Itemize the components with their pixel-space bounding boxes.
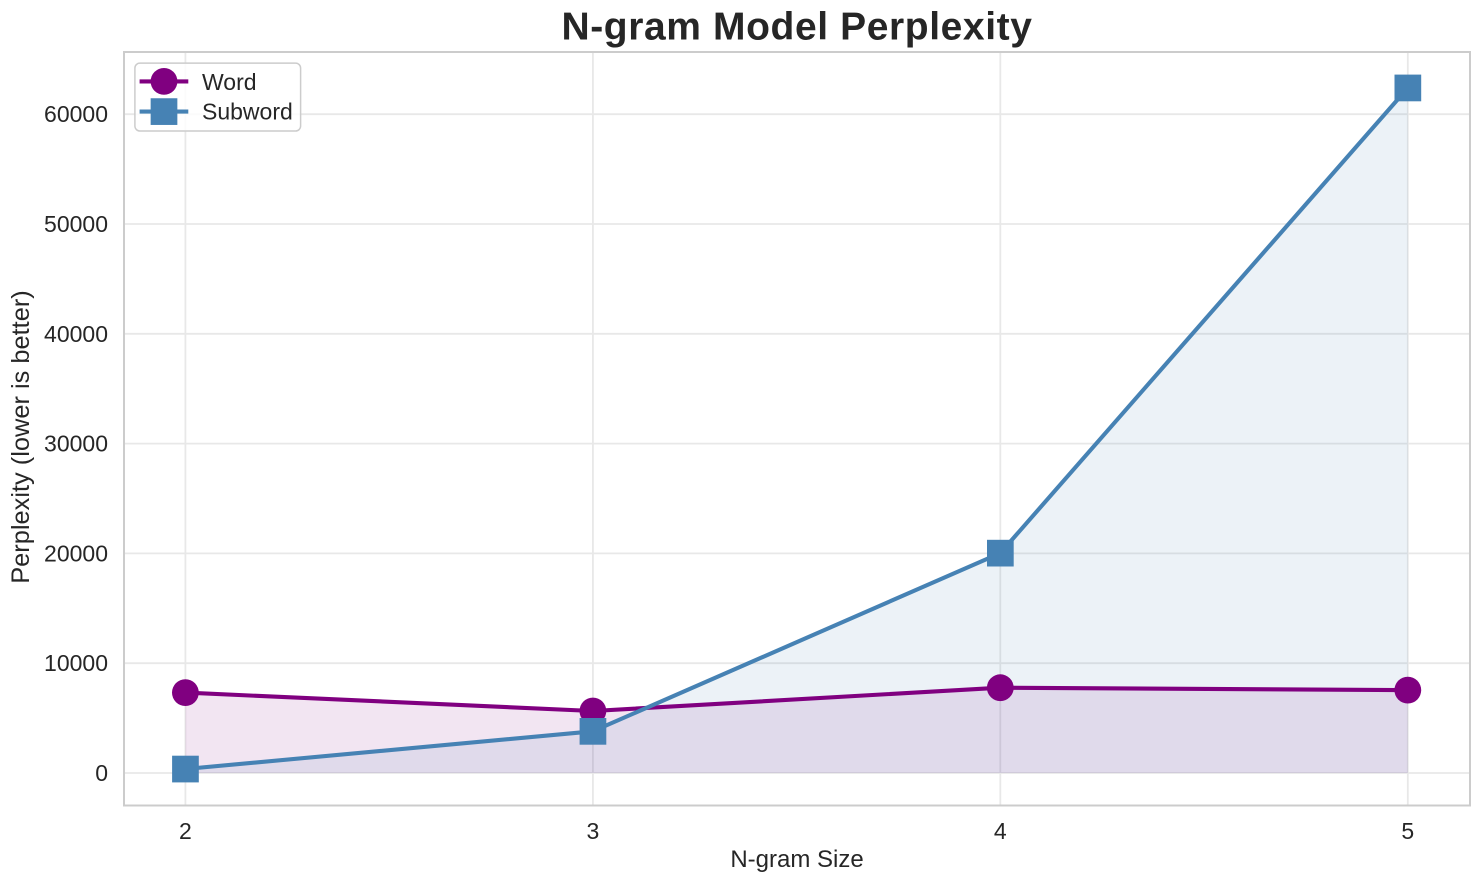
svg-text:4: 4 (994, 818, 1007, 844)
svg-text:N-gram Model Perplexity: N-gram Model Perplexity (561, 6, 1032, 49)
svg-text:Word: Word (202, 69, 257, 95)
svg-text:30000: 30000 (44, 431, 108, 457)
svg-text:N-gram Size: N-gram Size (730, 846, 863, 873)
svg-text:3: 3 (587, 818, 600, 844)
svg-text:5: 5 (1401, 818, 1414, 844)
svg-text:50000: 50000 (44, 211, 108, 237)
svg-text:10000: 10000 (44, 650, 108, 676)
svg-text:60000: 60000 (44, 101, 108, 127)
svg-text:0: 0 (95, 760, 108, 786)
svg-text:Perplexity (lower is better): Perplexity (lower is better) (7, 290, 35, 584)
svg-text:Subword: Subword (202, 99, 293, 125)
svg-text:2: 2 (179, 818, 192, 844)
svg-text:20000: 20000 (44, 540, 108, 566)
svg-text:40000: 40000 (44, 321, 108, 347)
